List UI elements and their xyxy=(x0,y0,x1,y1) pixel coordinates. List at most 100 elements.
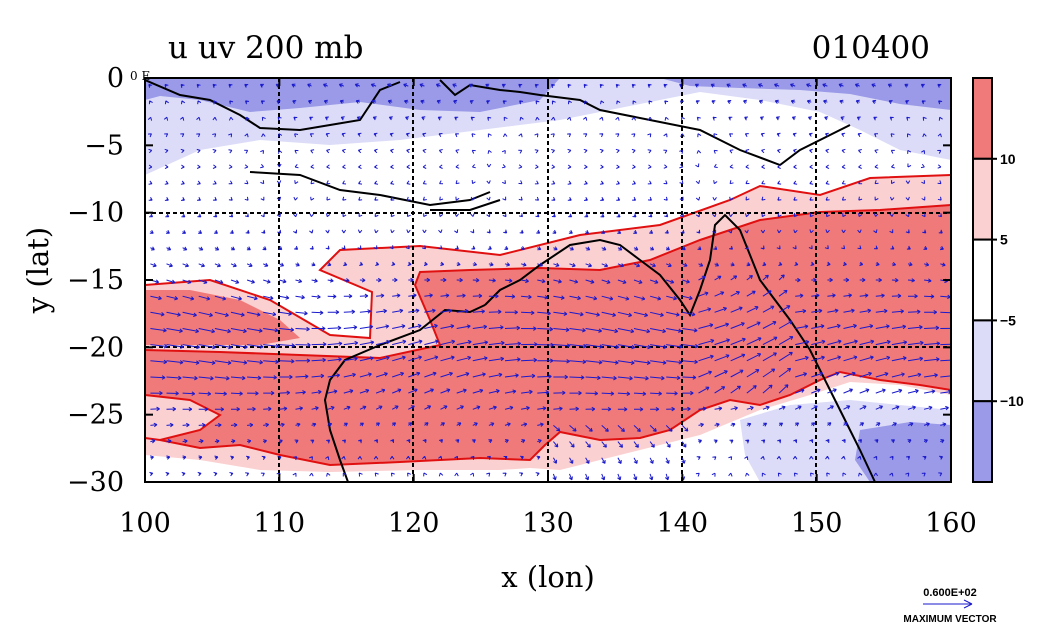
wind-vector xyxy=(150,422,158,428)
wind-vector xyxy=(436,99,441,104)
wind-vector xyxy=(276,100,281,105)
colorbar-swatch xyxy=(972,77,993,160)
wind-vector xyxy=(339,99,344,104)
wind-vector xyxy=(229,472,234,477)
wind-vector xyxy=(599,148,604,154)
wind-vector xyxy=(212,116,217,121)
wind-vector xyxy=(164,133,169,138)
wind-vector xyxy=(246,279,255,284)
wind-vector xyxy=(907,133,911,138)
wind-vector xyxy=(230,279,240,284)
wind-vector xyxy=(551,149,555,154)
wind-vector xyxy=(323,83,328,88)
wind-vector xyxy=(809,164,814,170)
wind-vector xyxy=(164,100,169,105)
wind-vector xyxy=(276,180,282,185)
wind-vector xyxy=(663,164,668,169)
wind-vector xyxy=(924,341,941,346)
wind-vector xyxy=(811,277,817,283)
wind-vector xyxy=(228,83,233,88)
wind-vector xyxy=(567,180,572,185)
wind-vector xyxy=(907,325,923,330)
wind-vector xyxy=(696,150,702,154)
x-tick-label: 140 xyxy=(657,508,709,539)
wind-vector xyxy=(599,83,604,88)
wind-vector xyxy=(875,339,891,346)
wind-vector xyxy=(679,180,684,185)
wind-vector xyxy=(924,278,932,283)
wind-vector xyxy=(342,180,347,185)
wind-vector xyxy=(230,328,247,334)
wind-vector xyxy=(921,180,925,185)
wind-vector xyxy=(647,180,652,185)
wind-vector xyxy=(376,308,388,314)
wind-vector xyxy=(537,422,544,427)
wind-vector xyxy=(758,99,764,104)
wind-vector xyxy=(924,294,935,299)
wind-vector xyxy=(230,311,245,317)
wind-vector xyxy=(585,263,592,268)
wind-vector xyxy=(550,133,555,138)
wind-vector xyxy=(391,405,399,410)
wind-vector xyxy=(371,99,377,104)
wind-vector xyxy=(680,100,684,105)
wind-vector xyxy=(585,391,599,396)
wind-vector xyxy=(713,246,718,250)
wind-vector xyxy=(922,229,927,234)
wind-vector xyxy=(553,279,562,284)
wind-vector xyxy=(327,262,332,267)
y-tick-label: −30 xyxy=(67,467,124,498)
wind-vector xyxy=(276,213,281,218)
wind-vector xyxy=(839,99,844,104)
wind-vector xyxy=(600,213,605,218)
wind-vector xyxy=(778,274,785,281)
wind-vector xyxy=(760,456,765,460)
wind-vector xyxy=(601,246,607,251)
wind-vector xyxy=(357,456,363,460)
wind-vector xyxy=(617,376,633,381)
wind-vector xyxy=(229,213,234,218)
wind-vector xyxy=(214,263,221,268)
wind-vector xyxy=(292,472,297,477)
wind-vector xyxy=(244,164,249,169)
wind-vector xyxy=(827,388,837,394)
wind-vector xyxy=(148,83,153,88)
wind-vector xyxy=(907,389,919,394)
wind-vector xyxy=(904,83,909,88)
wind-vector xyxy=(521,373,536,379)
wind-vector xyxy=(891,261,897,267)
wind-vector xyxy=(649,279,659,284)
wind-vector xyxy=(149,213,154,218)
wind-vector xyxy=(261,116,266,121)
wind-vector xyxy=(680,213,684,218)
wind-vector xyxy=(843,323,857,329)
wind-vector xyxy=(504,325,521,331)
wind-vector xyxy=(649,311,664,317)
wind-vector xyxy=(679,196,684,201)
wind-vector xyxy=(488,389,500,394)
wind-vector xyxy=(777,180,782,185)
wind-vector xyxy=(650,391,662,396)
wind-vector xyxy=(196,180,201,185)
wind-vector xyxy=(228,180,233,185)
wind-vector xyxy=(389,132,394,137)
wind-vector xyxy=(567,148,572,154)
wind-vector xyxy=(213,471,218,477)
wind-vector xyxy=(778,367,792,378)
wind-vector xyxy=(551,100,556,105)
wind-vector xyxy=(633,457,638,464)
wind-vector xyxy=(488,309,502,315)
wind-vector xyxy=(408,371,421,378)
wind-vector xyxy=(938,229,943,234)
wind-vector xyxy=(825,229,830,234)
wind-vector xyxy=(392,324,406,329)
wind-vector xyxy=(616,180,620,185)
wind-vector xyxy=(891,324,907,330)
wind-vector xyxy=(245,100,250,105)
wind-vector xyxy=(956,407,965,411)
wind-vector xyxy=(521,326,537,331)
wind-vector xyxy=(279,279,287,284)
wind-vector xyxy=(438,439,443,444)
wind-vector xyxy=(309,229,314,234)
wind-vector xyxy=(454,229,459,234)
